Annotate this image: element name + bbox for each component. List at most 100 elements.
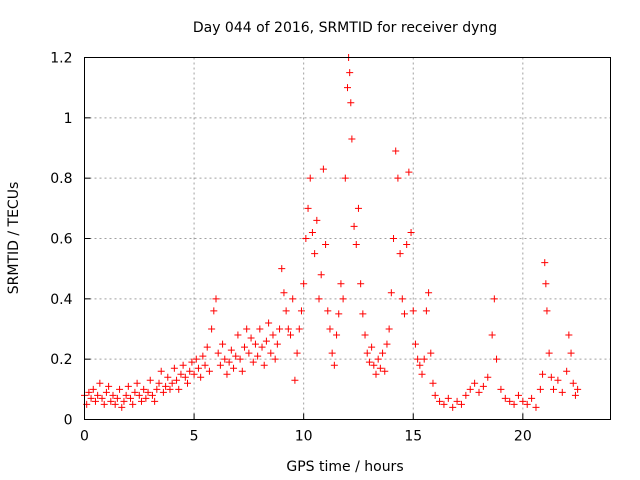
data-point bbox=[536, 385, 544, 393]
data-point bbox=[120, 397, 128, 405]
x-tick-label: 10 bbox=[295, 429, 313, 445]
data-point bbox=[319, 165, 327, 173]
data-point bbox=[429, 379, 437, 387]
data-points bbox=[81, 54, 582, 411]
data-point bbox=[151, 397, 159, 405]
data-point bbox=[109, 391, 117, 399]
data-point bbox=[199, 352, 207, 360]
data-point bbox=[418, 370, 426, 378]
data-point bbox=[361, 331, 369, 339]
data-point bbox=[249, 358, 257, 366]
data-point bbox=[532, 403, 540, 411]
data-point bbox=[344, 84, 351, 92]
y-tick-label: 0.2 bbox=[50, 352, 72, 368]
x-tick-label: 15 bbox=[404, 429, 422, 445]
data-point bbox=[501, 394, 509, 402]
data-point bbox=[135, 391, 143, 399]
data-point bbox=[567, 349, 575, 357]
data-point bbox=[122, 391, 130, 399]
data-point bbox=[197, 373, 205, 381]
data-point bbox=[326, 325, 334, 333]
data-point bbox=[347, 99, 355, 107]
data-point bbox=[379, 349, 387, 357]
data-point bbox=[519, 397, 527, 405]
data-point bbox=[256, 325, 264, 333]
x-tick-label: 0 bbox=[80, 429, 89, 445]
data-point bbox=[100, 400, 108, 408]
data-point bbox=[409, 307, 417, 315]
data-point bbox=[545, 349, 553, 357]
data-point bbox=[523, 400, 531, 408]
data-point bbox=[317, 271, 325, 279]
data-point bbox=[205, 367, 213, 375]
data-point bbox=[89, 385, 97, 393]
data-point bbox=[271, 355, 279, 363]
data-point bbox=[118, 403, 126, 411]
data-point bbox=[170, 364, 178, 372]
data-point bbox=[175, 385, 183, 393]
data-point bbox=[374, 355, 382, 363]
y-axis-label: SRMTID / TECUs bbox=[6, 182, 22, 295]
data-point bbox=[431, 391, 439, 399]
data-point bbox=[542, 280, 550, 288]
data-point bbox=[308, 228, 316, 236]
data-point bbox=[484, 373, 492, 381]
y-tick-label: 0 bbox=[64, 413, 73, 429]
data-point bbox=[124, 382, 132, 390]
data-point bbox=[173, 376, 181, 384]
data-point bbox=[471, 379, 479, 387]
data-point bbox=[357, 280, 365, 288]
y-tick-label: 1 bbox=[64, 111, 73, 127]
data-point bbox=[267, 349, 275, 357]
data-point bbox=[372, 370, 380, 378]
data-point bbox=[300, 280, 308, 288]
data-point bbox=[514, 391, 522, 399]
data-point bbox=[383, 340, 391, 348]
data-point bbox=[390, 235, 398, 242]
data-point bbox=[276, 325, 284, 333]
data-point bbox=[528, 394, 536, 402]
data-point bbox=[262, 337, 270, 345]
x-tick-label: 20 bbox=[514, 429, 532, 445]
x-axis-label: GPS time / hours bbox=[286, 459, 403, 475]
data-point bbox=[493, 355, 501, 363]
data-point bbox=[236, 355, 244, 363]
data-point bbox=[398, 295, 406, 303]
data-point bbox=[444, 394, 452, 402]
data-point bbox=[376, 364, 384, 372]
data-point bbox=[547, 373, 555, 381]
data-point bbox=[363, 349, 371, 357]
data-point bbox=[330, 361, 338, 369]
data-point bbox=[350, 222, 358, 230]
data-point bbox=[282, 307, 290, 315]
data-point bbox=[479, 382, 487, 390]
data-point bbox=[201, 361, 209, 369]
data-point bbox=[245, 349, 253, 357]
data-point bbox=[574, 385, 582, 393]
data-point bbox=[427, 349, 435, 357]
data-point bbox=[85, 388, 93, 396]
data-point bbox=[396, 250, 404, 258]
data-point bbox=[422, 307, 430, 315]
data-point bbox=[295, 325, 303, 333]
data-point bbox=[387, 289, 395, 297]
data-point bbox=[306, 174, 314, 182]
data-point bbox=[221, 355, 229, 363]
data-point bbox=[400, 310, 408, 318]
data-point bbox=[258, 343, 266, 351]
data-point bbox=[102, 388, 110, 396]
data-point bbox=[425, 289, 433, 297]
data-point bbox=[569, 379, 577, 387]
data-point bbox=[177, 370, 185, 378]
data-point bbox=[414, 355, 422, 363]
data-point bbox=[269, 331, 277, 339]
data-point bbox=[265, 319, 273, 327]
data-point bbox=[210, 307, 218, 315]
data-point bbox=[333, 331, 341, 339]
data-point bbox=[251, 340, 259, 348]
data-point bbox=[113, 394, 121, 402]
data-point bbox=[225, 358, 233, 366]
data-point bbox=[129, 400, 137, 408]
data-point bbox=[164, 373, 172, 381]
